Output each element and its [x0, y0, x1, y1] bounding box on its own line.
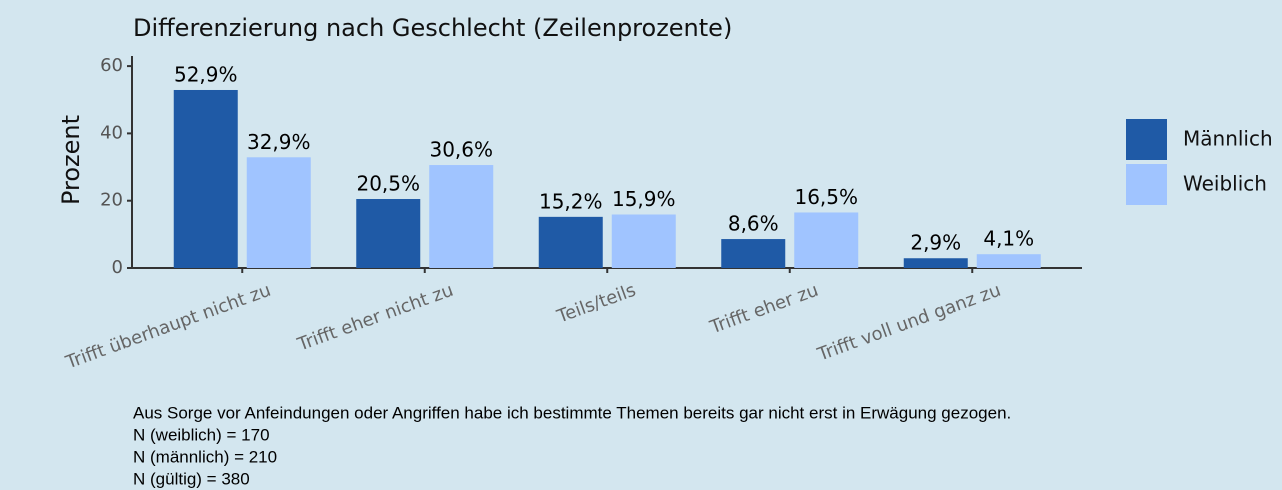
value-label: 8,6%	[728, 212, 779, 236]
caption: Aus Sorge vor Anfeindungen oder Angriffe…	[133, 403, 1011, 422]
bar	[246, 157, 311, 268]
bar	[356, 199, 421, 268]
legend-swatch	[1126, 164, 1167, 205]
value-label: 30,6%	[429, 138, 493, 162]
value-label: 16,5%	[794, 185, 858, 209]
value-label: 2,9%	[910, 231, 961, 255]
y-axis-label: Prozent	[57, 115, 85, 205]
value-label: 15,9%	[612, 187, 676, 211]
bar	[611, 214, 676, 268]
y-tick-label: 20	[100, 190, 123, 211]
value-label: 15,2%	[539, 189, 603, 213]
legend-swatch	[1126, 119, 1167, 160]
bar	[429, 165, 494, 268]
bar	[794, 212, 859, 268]
y-tick-label: 0	[112, 257, 123, 278]
legend-label: Männlich	[1183, 127, 1273, 151]
value-label: 4,1%	[983, 227, 1034, 251]
value-label: 32,9%	[247, 130, 311, 154]
value-label: 52,9%	[174, 62, 238, 86]
caption: N (gültig) = 380	[133, 469, 250, 488]
y-tick-label: 60	[100, 55, 123, 76]
y-tick-label: 40	[100, 122, 123, 143]
bar	[903, 258, 968, 268]
legend-label: Weiblich	[1183, 172, 1267, 196]
bar	[721, 239, 786, 268]
chart-title: Differenzierung nach Geschlecht (Zeilenp…	[133, 14, 732, 42]
bar	[976, 254, 1041, 268]
bar	[538, 216, 603, 268]
caption: N (männlich) = 210	[133, 447, 277, 466]
value-label: 20,5%	[356, 172, 420, 196]
caption: N (weiblich) = 170	[133, 425, 270, 444]
bar	[173, 89, 238, 268]
